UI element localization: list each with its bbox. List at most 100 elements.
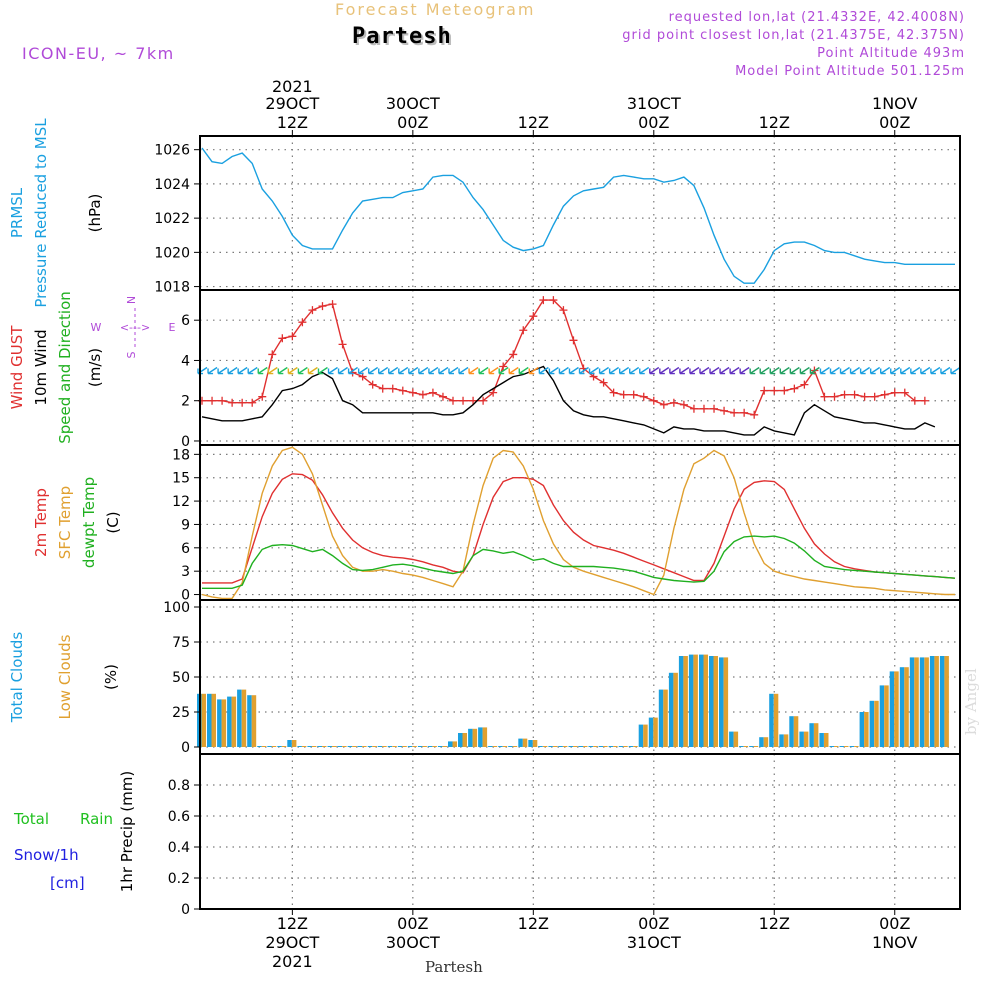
low-clouds-bar: [281, 746, 287, 747]
top-time-label: 31OCT: [627, 94, 681, 113]
total-clouds-bar: [809, 723, 814, 747]
total-clouds-bar: [869, 700, 875, 747]
pressure-axis-label: PRMSL: [8, 187, 26, 238]
total-clouds-bar: [829, 746, 834, 747]
wind-direction-arrow: [347, 366, 358, 375]
gust-marker: [268, 350, 277, 359]
wind-direction-arrow: [910, 366, 921, 375]
low-clouds-bar: [301, 746, 307, 747]
total-clouds-bar: [899, 667, 905, 747]
total-clouds-bar: [307, 746, 312, 747]
total-clouds-bar: [939, 656, 945, 747]
top-time-label: 12Z: [759, 113, 790, 132]
total-clouds-bar: [799, 731, 804, 747]
total-clouds-bar: [618, 746, 624, 747]
wind-direction-arrow: [608, 366, 620, 375]
top-time-label: 12Z: [277, 113, 308, 132]
total-clouds-bar: [327, 746, 332, 747]
total-clouds-bar: [578, 746, 583, 747]
total-clouds-bar: [377, 746, 383, 747]
gust-marker: [509, 350, 518, 359]
wind-direction-arrow: [398, 366, 409, 375]
temperature-panel-frame: [199, 444, 961, 601]
low-clouds-bar: [803, 731, 809, 747]
wind-direction-arrow: [900, 366, 911, 375]
wind-direction-arrow: [950, 366, 961, 375]
gust-marker: [850, 390, 859, 399]
gust-marker: [649, 396, 658, 405]
total-clouds-bar: [397, 746, 403, 747]
top-time-label: 00Z: [879, 113, 910, 132]
total-clouds-bar: [558, 746, 563, 747]
top-time-label: 00Z: [638, 113, 669, 132]
low-clouds-bar: [231, 696, 237, 747]
gust-marker: [609, 388, 618, 397]
wind-direction-arrow: [849, 366, 860, 375]
total-clouds-bar: [427, 746, 433, 747]
wind-direction-arrow: [809, 366, 820, 375]
total-clouds-bar: [889, 671, 895, 747]
total-clouds-bar: [739, 746, 744, 747]
low-clouds-bar: [713, 656, 718, 747]
total-clouds-bar: [478, 727, 483, 747]
low-clouds-bar: [904, 667, 909, 747]
total-clouds-bar: [709, 656, 714, 747]
wind-direction-arrow: [669, 366, 680, 375]
y-tick-label: 18: [172, 447, 190, 463]
total-clouds-bar: [367, 746, 373, 747]
gust-marker: [529, 312, 538, 321]
wind-direction-arrow: [257, 366, 268, 375]
y-tick-label: 1018: [154, 280, 190, 296]
low-clouds-bar: [854, 746, 859, 747]
wind-direction-arrow: [719, 366, 730, 375]
app-title: Forecast Meteogram: [335, 0, 536, 19]
total-clouds-bar: [859, 712, 865, 747]
total-clouds-bar: [217, 699, 222, 747]
wind-direction-arrow: [659, 366, 670, 375]
gust-marker: [499, 362, 508, 371]
wind-direction-arrow: [729, 366, 740, 375]
gust-marker: [388, 384, 397, 393]
wind-direction-arrow: [508, 366, 519, 375]
gust-marker: [870, 392, 879, 401]
total-clouds-bar: [337, 746, 342, 747]
wind-axis-label: 10m Wind: [32, 329, 50, 405]
wind-direction-arrow: [859, 366, 871, 375]
dewpt-temp-line: [202, 535, 956, 589]
wind-direction-arrow: [769, 366, 780, 375]
low-clouds-bar: [914, 657, 919, 747]
low-clouds-bar: [382, 746, 387, 747]
top-year-label: 2021: [272, 77, 313, 96]
gust-marker: [760, 386, 769, 395]
low-clouds-bar: [613, 746, 618, 747]
y-tick-label: 15: [172, 471, 190, 487]
gust-marker: [248, 398, 257, 407]
low-clouds-bar: [562, 746, 568, 747]
gust-marker: [208, 396, 217, 405]
wind-direction-arrow: [518, 366, 529, 375]
gust-marker: [258, 392, 267, 401]
low-clouds-bar: [201, 693, 206, 747]
wind-direction-arrow: [649, 366, 660, 375]
total-clouds-bar: [749, 746, 754, 747]
wind-direction-arrow: [297, 366, 308, 375]
wind-axis-label: Speed and Direction: [56, 291, 74, 444]
temperature-axis-label: 2m Temp: [32, 488, 50, 557]
bottom-time-label: 1NOV: [872, 933, 917, 952]
gust-marker: [910, 396, 919, 405]
low-clouds-bar: [342, 746, 347, 747]
clouds-axis-label: Low Clouds: [56, 634, 74, 719]
low-clouds-bar: [763, 737, 769, 747]
gust-marker: [639, 392, 648, 401]
low-clouds-bar: [593, 746, 598, 747]
total-clouds-bar: [317, 746, 322, 747]
gust-marker: [408, 388, 417, 397]
total-clouds-bar: [448, 741, 453, 747]
total-clouds-bar: [598, 746, 604, 747]
gust-marker: [689, 404, 698, 413]
gust-marker: [398, 386, 407, 395]
bottom-time-label: 12Z: [518, 914, 549, 933]
wind-direction-arrow: [428, 366, 439, 375]
low-clouds-bar: [251, 695, 257, 747]
